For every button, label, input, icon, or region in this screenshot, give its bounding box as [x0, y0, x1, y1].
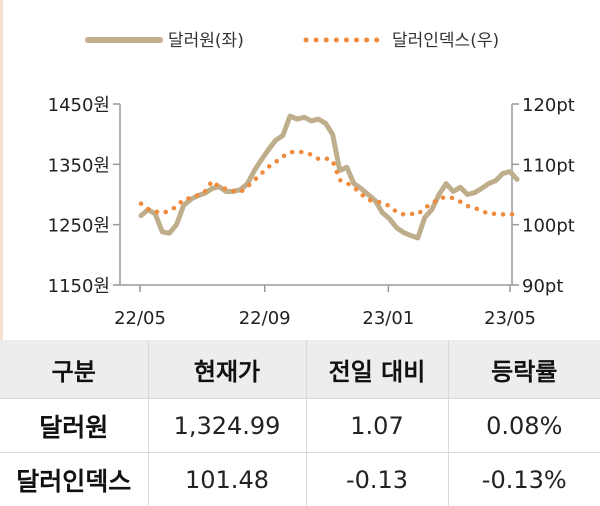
change-rate-cell: -0.13%: [448, 453, 600, 506]
right-y-tick-label: 100pt: [522, 216, 575, 237]
left-y-tick-label: 1450원: [48, 95, 110, 116]
dual-axis-line-chart: 달러원(좌) 달러인덱스(우) 22/05 22/09 23/01 23/05 1450…: [0, 0, 600, 340]
x-tick-label: 22/05: [114, 308, 166, 329]
left-y-tick-label: 1250원: [48, 216, 110, 237]
right-y-tick-label: 120pt: [522, 95, 575, 116]
chart-panel: 달러원(좌) 달러인덱스(우) 22/05 22/09 23/01 23/05 1450…: [0, 0, 600, 340]
row-label: 달러원: [0, 399, 148, 453]
change-rate-cell: 0.08%: [448, 399, 600, 453]
legend: 달러원(좌) 달러인덱스(우): [88, 31, 499, 51]
x-tick-label: 22/09: [239, 308, 291, 329]
price-table: 구분 현재가 전일 대비 등락률 달러원 1,324.99 1.07 0.08%…: [0, 340, 600, 506]
current-price-cell: 101.48: [148, 453, 306, 506]
left-y-tick-label: 1150원: [48, 276, 110, 297]
header-category: 구분: [0, 340, 148, 399]
x-tick-label: 23/01: [362, 308, 414, 329]
table-header-row: 구분 현재가 전일 대비 등락률: [0, 340, 600, 399]
change-cell: 1.07: [306, 399, 448, 453]
header-change-rate: 등락률: [448, 340, 600, 399]
series-line-usdkrw: [141, 116, 517, 238]
series-line-dollar-index: [141, 152, 517, 216]
axes: [120, 104, 512, 285]
right-y-tick-label: 110pt: [522, 155, 575, 176]
header-current-price: 현재가: [148, 340, 306, 399]
right-y-tick-label: 90pt: [522, 276, 563, 297]
row-label: 달러인덱스: [0, 453, 148, 506]
x-tick-label: 23/05: [484, 308, 536, 329]
legend-label-dollar-index: 달러인덱스(우): [392, 31, 499, 51]
table-row: 달러인덱스 101.48 -0.13 -0.13%: [0, 453, 600, 506]
change-cell: -0.13: [306, 453, 448, 506]
left-y-tick-label: 1350원: [48, 155, 110, 176]
table-row: 달러원 1,324.99 1.07 0.08%: [0, 399, 600, 453]
current-price-cell: 1,324.99: [148, 399, 306, 453]
legend-label-usdkrw: 달러원(좌): [168, 31, 244, 51]
header-change: 전일 대비: [306, 340, 448, 399]
